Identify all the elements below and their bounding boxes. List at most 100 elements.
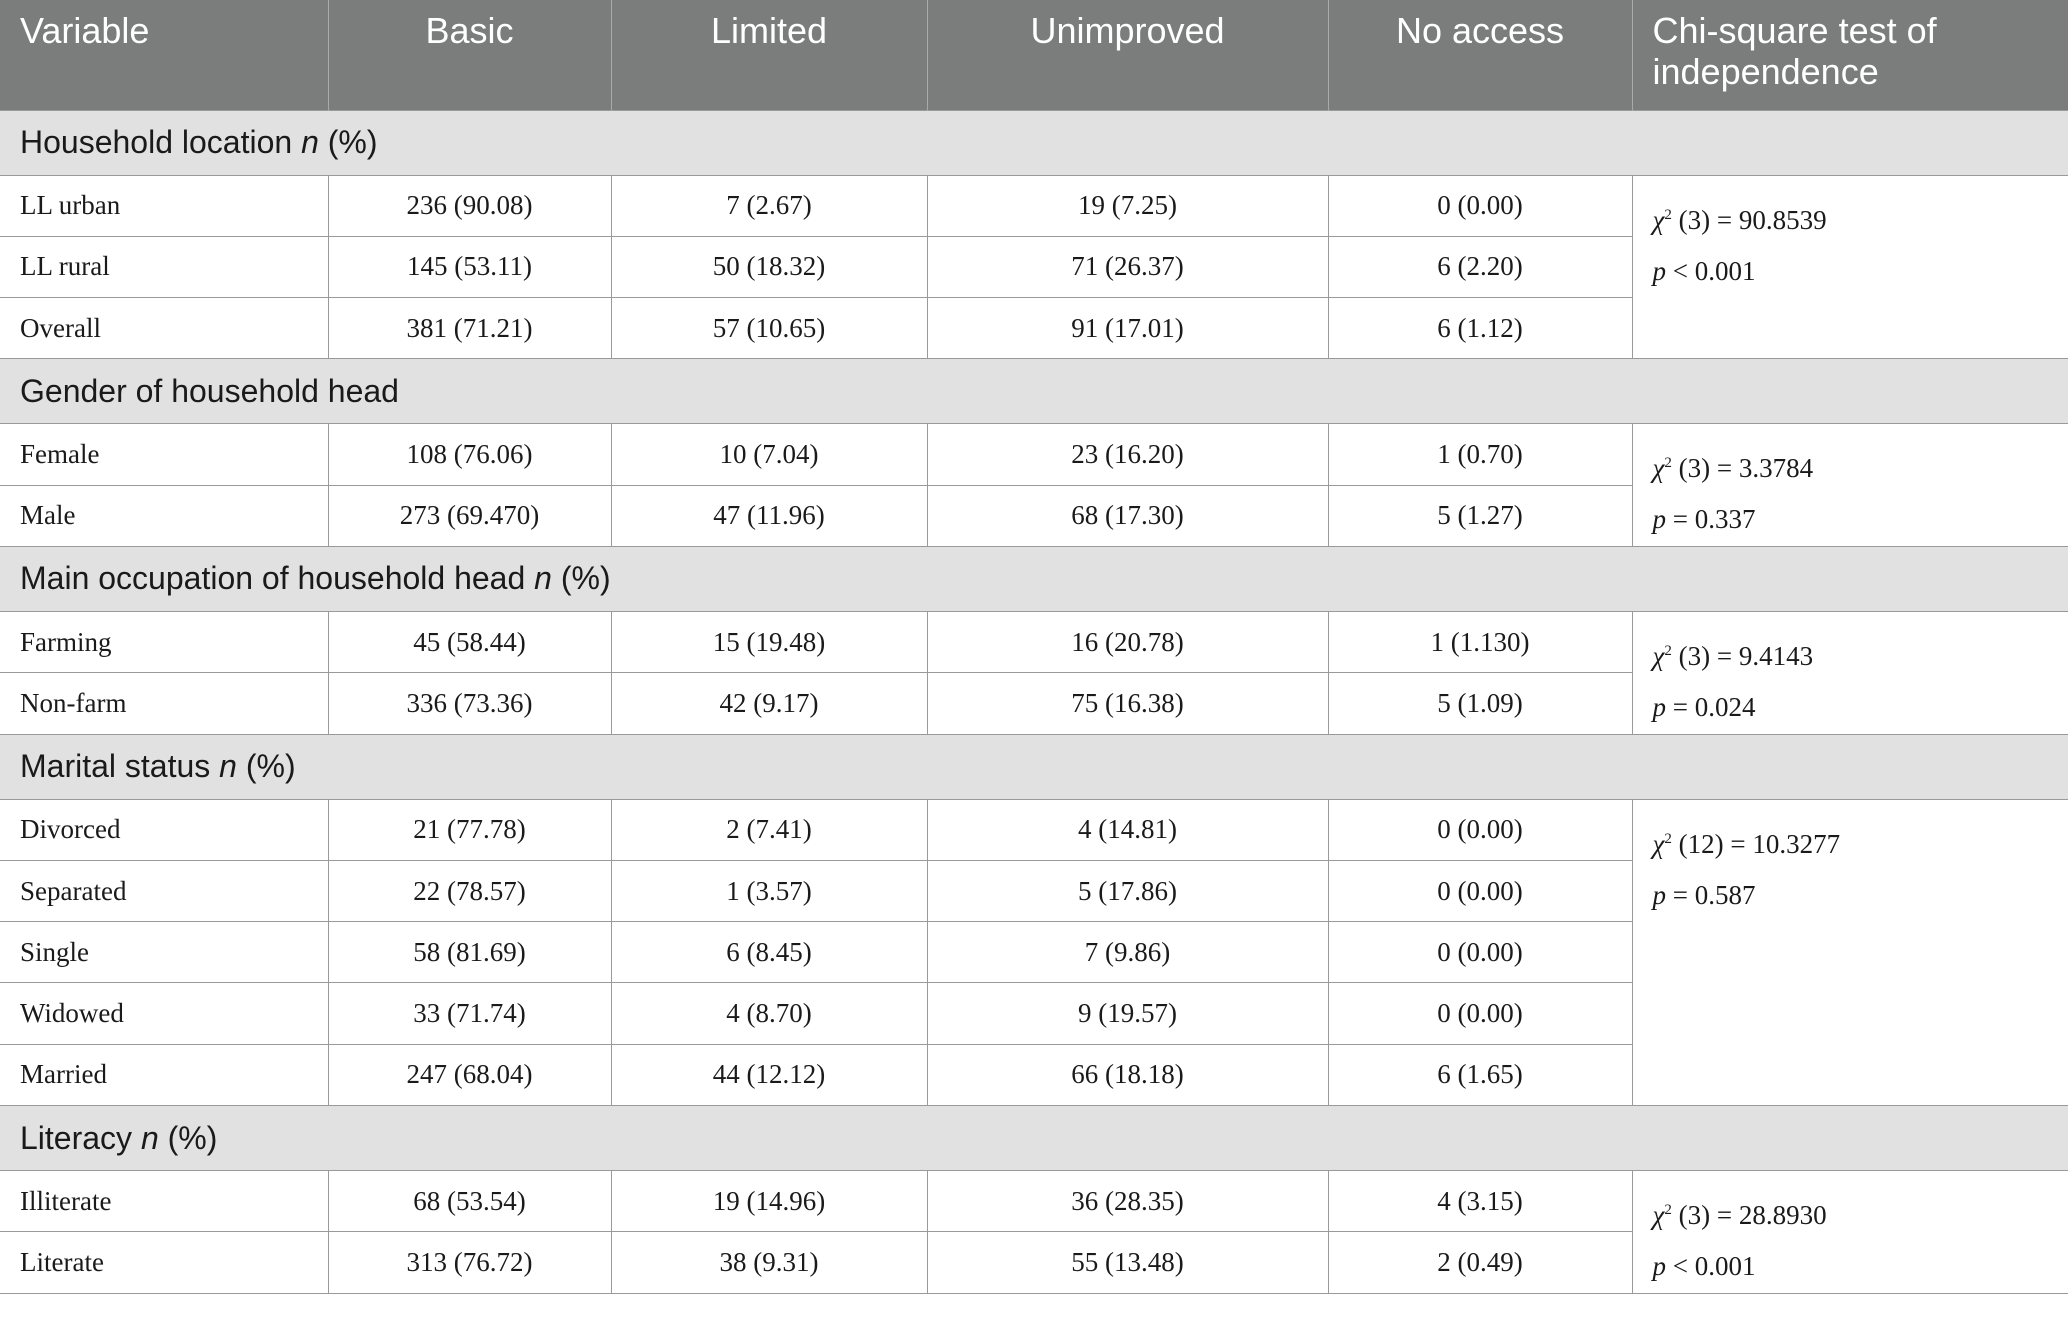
p-value: = 0.024: [1666, 691, 1756, 722]
p-symbol: p: [1652, 691, 1667, 722]
cell-limited: 7 (2.67): [610, 174, 928, 237]
table-row: LL urban 236 (90.08) 7 (2.67) 19 (7.25) 0 (0…: [0, 174, 2068, 360]
cell-unimproved: 7 (9.86): [926, 921, 1329, 984]
table-row: Single 58 (81.69) 6 (8.45) 7 (9.86) 0 (0.00): [0, 921, 2068, 984]
p-value: = 0.337: [1666, 504, 1756, 535]
row-label: Single: [0, 921, 329, 984]
p-statistic: p = 0.587: [1653, 870, 2049, 921]
cell-unimproved: 36 (28.35): [926, 1170, 1329, 1233]
chi-value: (12) = 10.3277: [1671, 828, 1841, 859]
cell-unimproved: 9 (19.57): [926, 982, 1329, 1045]
section-title: Household location: [20, 124, 293, 160]
cell-limited: 42 (9.17): [610, 672, 928, 735]
cell-no-access: 1 (1.130): [1327, 610, 1633, 674]
cell-limited: 15 (19.48): [610, 610, 928, 674]
cell-basic: 58 (81.69): [327, 921, 612, 984]
cell-unimproved: 91 (17.01): [926, 297, 1329, 360]
p-value: = 0.587: [1666, 879, 1756, 910]
chi-value: (3) = 28.8930: [1671, 1200, 1827, 1231]
chi-statistic: χ2 (3) = 90.8539: [1653, 190, 2049, 246]
table-row: Literate 313 (76.72) 38 (9.31) 55 (13.48) 2 …: [0, 1231, 2068, 1294]
row-label: Widowed: [0, 982, 329, 1045]
section-suffix: n (%): [301, 124, 378, 160]
section-title: Gender of household head: [20, 372, 399, 409]
cell-no-access: 0 (0.00): [1327, 859, 1633, 923]
section-row: Gender of household head: [0, 358, 2068, 425]
section-suffix: n (%): [140, 1119, 218, 1156]
table-row: Divorced 21 (77.78) 2 (7.41) 4 (14.81) 0 (0.…: [0, 798, 2068, 1107]
cell-basic: 22 (78.57): [327, 859, 612, 923]
row-label: Farming: [0, 610, 329, 674]
cell-limited: 47 (11.96): [610, 484, 928, 547]
header-row: Variable Basic Limited Unimproved No acc…: [0, 0, 2068, 110]
chi-square-result: χ2 (3) = 3.3784 p = 0.337: [1631, 423, 2068, 547]
cell-no-access: 0 (0.00): [1327, 921, 1633, 984]
cell-no-access: 0 (0.00): [1327, 174, 1633, 237]
row-label: Literate: [0, 1231, 329, 1294]
section-suffix: n (%): [219, 748, 296, 785]
chi-symbol: χ: [1652, 204, 1665, 235]
cell-no-access: 2 (0.49): [1327, 1231, 1633, 1294]
section-header: Marital status n (%): [0, 733, 2068, 800]
cell-basic: 313 (76.72): [327, 1231, 612, 1294]
cell-limited: 2 (7.41): [610, 798, 928, 861]
chi-superscript: 2: [1664, 206, 1672, 223]
header-unimproved: Unimproved: [927, 0, 1329, 110]
header-variable: Variable: [0, 0, 329, 110]
p-value: < 0.001: [1666, 1251, 1756, 1282]
cell-unimproved: 75 (16.38): [926, 672, 1329, 735]
cell-basic: 21 (77.78): [327, 798, 612, 861]
cell-limited: 1 (3.57): [610, 859, 928, 923]
section-row: Marital status n (%): [0, 733, 2068, 800]
p-symbol: p: [1652, 504, 1667, 535]
chi-symbol: χ: [1652, 453, 1665, 484]
section-row: Main occupation of household head n (%): [0, 545, 2068, 612]
row-label: Female: [0, 423, 329, 486]
header-no-access: No access: [1328, 0, 1633, 110]
chi-square-result: χ2 (3) = 9.4143 p = 0.024: [1631, 610, 2068, 735]
cell-basic: 247 (68.04): [327, 1043, 612, 1107]
table-row: Female 108 (76.06) 10 (7.04) 23 (16.20) 1 (0…: [0, 423, 2068, 547]
cell-limited: 50 (18.32): [610, 235, 928, 299]
p-value: < 0.001: [1666, 255, 1756, 286]
cell-unimproved: 68 (17.30): [926, 484, 1329, 547]
section-row: Household location n (%): [0, 109, 2068, 176]
row-label: LL urban: [0, 174, 329, 237]
cell-unimproved: 55 (13.48): [926, 1231, 1329, 1294]
section-title: Literacy: [20, 1119, 133, 1156]
table-header: Variable Basic Limited Unimproved No acc…: [0, 0, 2068, 110]
row-label: Separated: [0, 859, 329, 923]
cell-unimproved: 5 (17.86): [926, 859, 1329, 923]
cell-basic: 108 (76.06): [327, 423, 612, 486]
chi-statistic: χ2 (3) = 3.3784: [1653, 438, 2049, 494]
table-row: Overall 381 (71.21) 57 (10.65) 91 (17.01) 6 …: [0, 297, 2068, 360]
chi-symbol: χ: [1652, 1200, 1665, 1231]
cell-basic: 45 (58.44): [327, 610, 612, 674]
row-label: Overall: [0, 297, 329, 360]
p-statistic: p < 0.001: [1653, 246, 2049, 297]
chi-square-result: χ2 (12) = 10.3277 p = 0.587: [1631, 798, 2068, 1107]
cell-basic: 145 (53.11): [327, 235, 612, 299]
section-title: Main occupation of household head: [20, 560, 526, 597]
section-header: Gender of household head: [0, 358, 2068, 425]
cell-unimproved: 23 (16.20): [926, 423, 1329, 486]
chi-superscript: 2: [1664, 455, 1672, 472]
cell-basic: 381 (71.21): [327, 297, 612, 360]
cell-limited: 6 (8.45): [610, 921, 928, 984]
cell-unimproved: 66 (18.18): [926, 1043, 1329, 1107]
section-header: Literacy n (%): [0, 1105, 2068, 1172]
p-statistic: p = 0.024: [1653, 682, 2049, 733]
table-row: Married 247 (68.04) 44 (12.12) 66 (18.18) 6 …: [0, 1043, 2068, 1107]
row-label: Male: [0, 484, 329, 547]
p-statistic: p = 0.337: [1653, 494, 2049, 545]
cell-unimproved: 4 (14.81): [926, 798, 1329, 861]
cell-limited: 38 (9.31): [610, 1231, 928, 1294]
chi-symbol: χ: [1652, 828, 1665, 859]
cell-unimproved: 16 (20.78): [926, 610, 1329, 674]
cell-no-access: 6 (2.20): [1327, 235, 1633, 299]
chi-statistic: χ2 (12) = 10.3277: [1653, 814, 2049, 870]
cell-no-access: 1 (0.70): [1327, 423, 1633, 486]
cell-no-access: 5 (1.27): [1327, 484, 1633, 547]
p-symbol: p: [1652, 1251, 1667, 1282]
cell-limited: 19 (14.96): [610, 1170, 928, 1233]
